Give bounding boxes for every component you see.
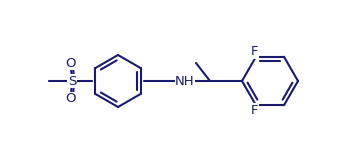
Text: F: F: [251, 45, 259, 58]
Text: S: S: [68, 75, 76, 87]
Text: NH: NH: [175, 75, 195, 87]
Text: O: O: [66, 93, 76, 105]
Text: O: O: [66, 57, 76, 70]
Text: F: F: [251, 104, 259, 117]
